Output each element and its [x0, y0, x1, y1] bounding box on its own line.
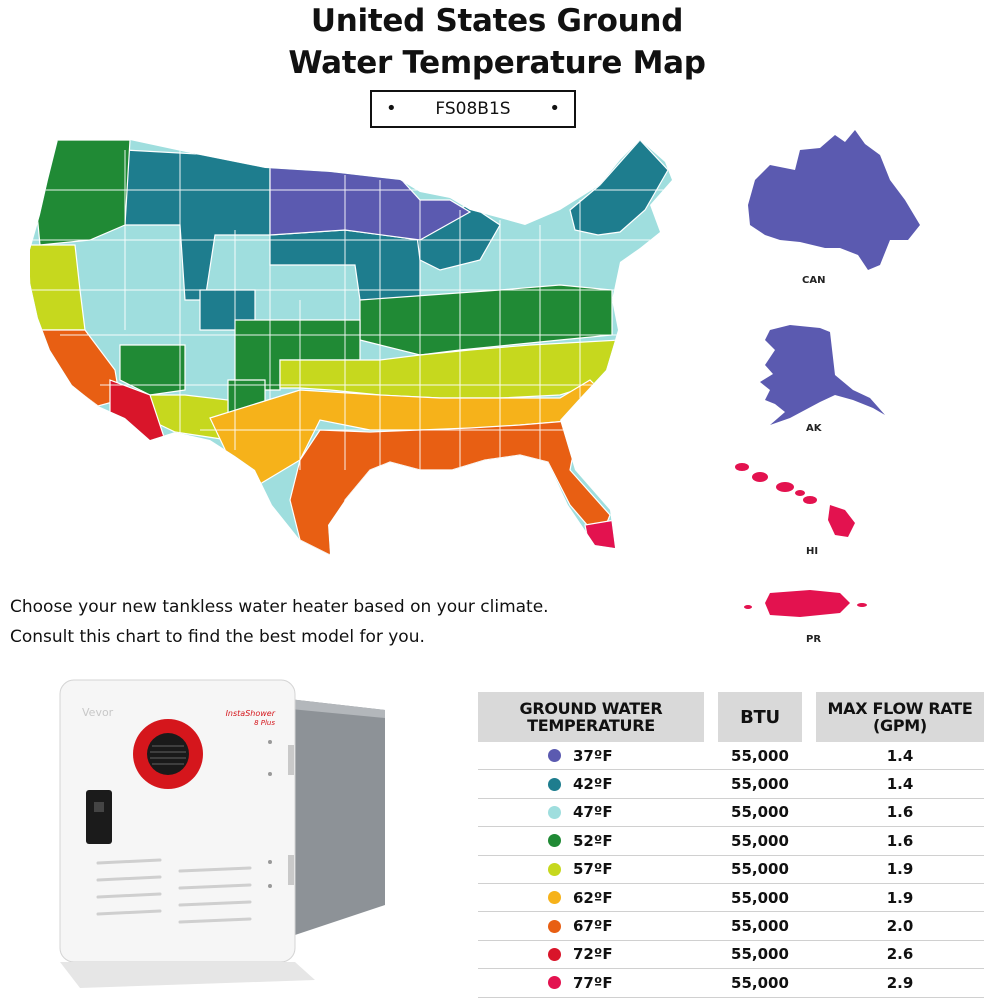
btu-cell: 55,000: [731, 831, 789, 850]
gpm-cell: 1.6: [886, 803, 914, 822]
btu-cell: 55,000: [731, 860, 789, 879]
heater-model-label-2: 8 Plus: [254, 719, 275, 727]
caption: Choose your new tankless water heater ba…: [10, 592, 549, 652]
hawaii-inset-map: [735, 463, 855, 537]
title-line-2: Water Temperature Map: [288, 45, 706, 81]
caption-line-1: Choose your new tankless water heater ba…: [10, 597, 549, 617]
caption-line-2: Consult this chart to find the best mode…: [10, 627, 425, 647]
puerto-rico-label: PR: [806, 634, 822, 645]
temperature-swatch-icon: [548, 834, 561, 848]
btu-cell: 55,000: [731, 775, 789, 794]
puerto-rico-inset-map: [744, 590, 867, 617]
gpm-cell: 1.9: [886, 888, 914, 907]
bullet-icon: •: [386, 98, 397, 119]
temperature-swatch-icon: [548, 976, 561, 990]
table-row: 77ºF 55,000 2.9: [478, 969, 984, 998]
temperature-swatch-icon: [548, 919, 561, 933]
temperature-value: 52ºF: [573, 831, 613, 850]
gpm-cell: 1.4: [886, 775, 914, 794]
gpm-cell: 2.9: [886, 973, 914, 992]
canada-inset-map: [748, 130, 920, 270]
table-body: 37ºF 55,000 1.4 42ºF 55,000 1.4 47ºF 55,000 1.6 5…: [478, 742, 984, 998]
temperature-value: 47ºF: [573, 803, 613, 822]
temperature-swatch-icon: [548, 947, 561, 961]
temperature-swatch-icon: [548, 862, 561, 876]
bullet-icon: •: [549, 98, 560, 119]
gpm-cell: 1.9: [886, 860, 914, 879]
us-temperature-map: [30, 140, 672, 555]
temperature-cell: 42ºF: [478, 775, 704, 793]
temperature-cell: 57ºF: [478, 860, 704, 878]
alaska-label: AK: [806, 423, 822, 434]
water-heater-product-image: Vevor InstaShower 8 Plus: [59, 679, 385, 988]
btu-cell: 55,000: [731, 888, 789, 907]
temperature-value: 37ºF: [573, 746, 613, 765]
heater-brand-text: Vevor: [82, 706, 114, 719]
header-max-flow-rate: MAX FLOW RATE (GPM): [816, 692, 984, 742]
table-row: 57ºF 55,000 1.9: [478, 856, 984, 884]
temperature-swatch-icon: [548, 805, 561, 819]
btu-cell: 55,000: [731, 945, 789, 964]
temperature-value: 77ºF: [573, 973, 613, 992]
hawaii-label: HI: [806, 546, 819, 557]
map-title: United States Ground Water Temperature M…: [0, 0, 994, 84]
temperature-value: 67ºF: [573, 917, 613, 936]
temperature-cell: 62ºF: [478, 889, 704, 907]
table-header: GROUND WATER TEMPERATURE BTU MAX FLOW RA…: [478, 692, 984, 742]
temperature-cell: 47ºF: [478, 803, 704, 821]
btu-cell: 55,000: [731, 917, 789, 936]
temperature-swatch-icon: [548, 891, 561, 905]
btu-cell: 55,000: [731, 973, 789, 992]
temperature-cell: 67ºF: [478, 917, 704, 935]
gpm-cell: 1.6: [886, 831, 914, 850]
btu-cell: 55,000: [731, 746, 789, 765]
gpm-cell: 1.4: [886, 746, 914, 765]
model-badge: • FS08B1S •: [370, 90, 576, 128]
table-row: 62ºF 55,000 1.9: [478, 884, 984, 913]
canada-label: CAN: [802, 275, 826, 286]
table-row: 37ºF 55,000 1.4: [478, 742, 984, 771]
title-line-1: United States Ground: [310, 3, 684, 39]
gpm-cell: 2.0: [886, 917, 914, 936]
temperature-swatch-icon: [548, 749, 561, 763]
table-row: 52ºF 55,000 1.6: [478, 827, 984, 856]
model-number: FS08B1S: [435, 99, 511, 119]
alaska-inset-map: [760, 325, 885, 425]
table-row: 42ºF 55,000 1.4: [478, 770, 984, 799]
header-btu: BTU: [718, 692, 802, 742]
heater-spec-table: GROUND WATER TEMPERATURE BTU MAX FLOW RA…: [478, 692, 984, 998]
temperature-swatch-icon: [548, 777, 561, 791]
heater-model-label-1: InstaShower: [226, 709, 276, 718]
btu-cell: 55,000: [731, 803, 789, 822]
temperature-cell: 77ºF: [478, 974, 704, 992]
table-row: 67ºF 55,000 2.0: [478, 912, 984, 941]
temperature-cell: 37ºF: [478, 747, 704, 765]
table-row: 47ºF 55,000 1.6: [478, 799, 984, 828]
temperature-value: 57ºF: [573, 860, 613, 879]
temperature-cell: 72ºF: [478, 945, 704, 963]
table-row: 72ºF 55,000 2.6: [478, 941, 984, 970]
temperature-cell: 52ºF: [478, 832, 704, 850]
temperature-value: 72ºF: [573, 945, 613, 964]
gpm-cell: 2.6: [886, 945, 914, 964]
temperature-value: 62ºF: [573, 888, 613, 907]
header-ground-water-temperature: GROUND WATER TEMPERATURE: [478, 692, 704, 742]
temperature-value: 42ºF: [573, 775, 613, 794]
